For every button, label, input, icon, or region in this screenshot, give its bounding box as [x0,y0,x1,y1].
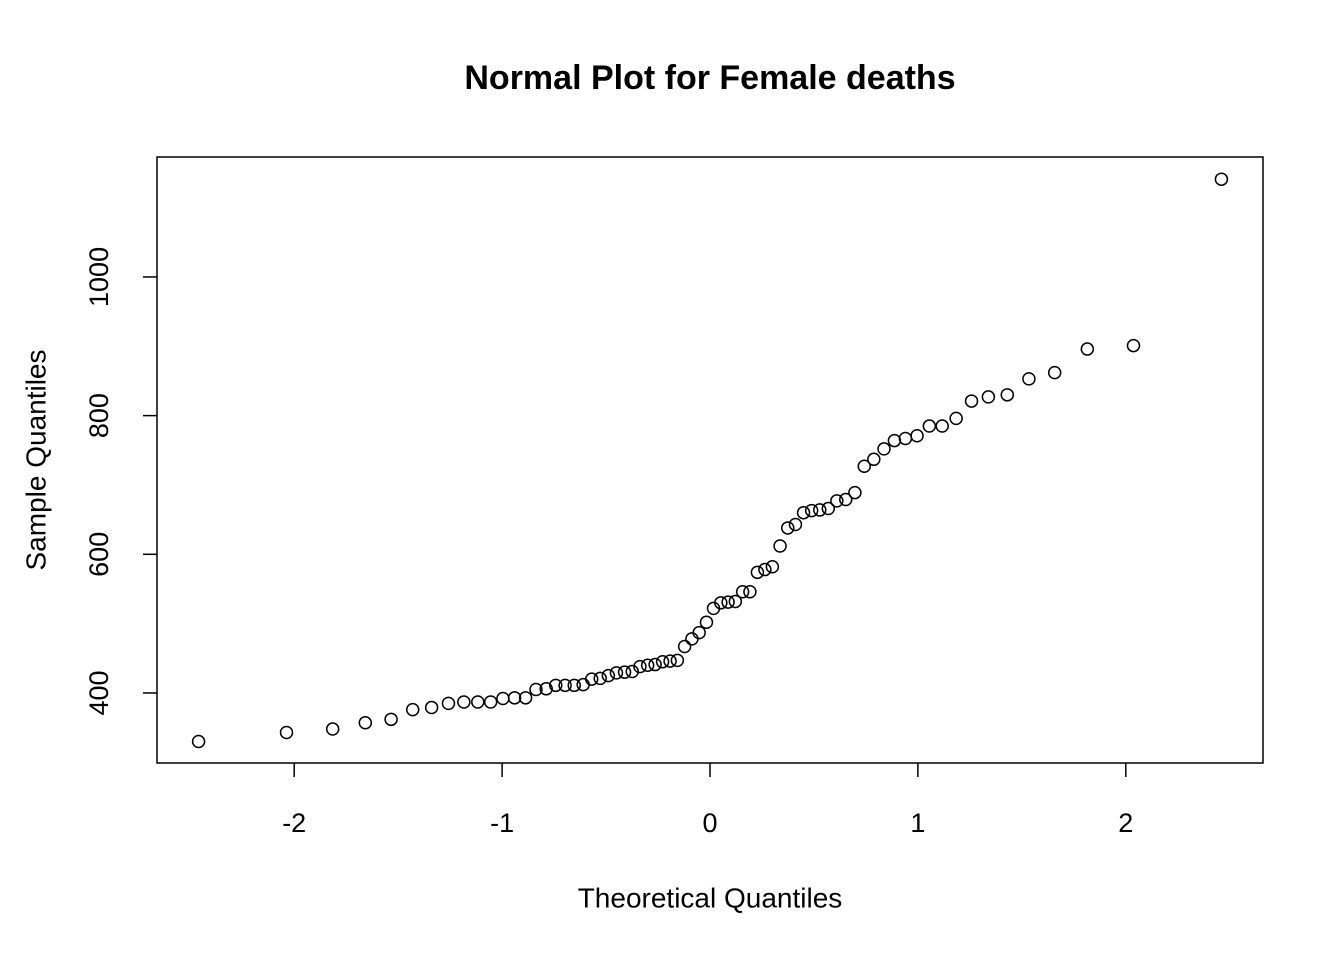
point [750,565,765,580]
point [735,584,750,599]
point [424,700,439,715]
chart-title: Normal Plot for Female deaths [464,59,955,97]
point [539,682,553,696]
point [692,625,706,640]
point [773,539,787,553]
point [358,716,373,730]
point [633,659,647,674]
point [471,695,485,709]
point [617,665,632,679]
point [441,696,456,711]
point [813,503,827,517]
point [821,501,836,516]
point [457,695,471,709]
point [796,505,811,520]
point [558,678,572,693]
point [677,639,692,654]
point [663,654,677,668]
point [935,419,949,433]
point [670,653,685,668]
point [743,584,757,599]
point [384,712,398,727]
point [279,725,294,740]
point [804,503,819,518]
point [496,691,510,706]
point [518,691,533,705]
point [788,517,803,532]
point [714,596,728,610]
point [728,594,743,609]
point [887,433,902,448]
point [830,494,844,508]
point [781,521,795,535]
point [648,657,662,672]
point [877,442,891,456]
x-tick-label: 0 [702,808,717,838]
point [949,411,963,426]
point [601,668,616,683]
point [1080,342,1095,356]
x-tick-label: -2 [282,808,306,838]
point [576,677,590,692]
point [1022,372,1036,386]
point [922,419,937,433]
point [685,632,699,646]
point [191,734,206,749]
point [981,390,996,404]
point [1214,172,1229,186]
point [1047,365,1062,380]
point [625,664,639,679]
y-tick-label: 600 [84,532,114,577]
point [964,394,979,408]
point [593,671,607,686]
point [721,595,735,609]
point [758,562,772,577]
point [867,452,881,467]
point [848,485,862,500]
point [640,658,655,672]
x-tick-label: -1 [490,808,514,838]
y-tick-label: 800 [84,393,114,438]
point [839,492,853,507]
point [548,678,563,693]
point [609,666,624,680]
y-tick-label: 1000 [84,247,114,307]
point [405,702,420,717]
point [507,691,522,705]
x-tick-label: 1 [910,808,925,838]
x-tick-label: 2 [1118,808,1133,838]
point [325,722,340,736]
y-axis-label: Sample Quantiles [20,349,51,570]
point [910,428,924,443]
plot-frame [156,156,1264,764]
point [857,459,872,473]
point [567,678,581,693]
point [1126,338,1141,353]
point [765,560,780,574]
point [584,672,599,686]
x-axis-label: Theoretical Quantiles [578,882,843,913]
y-tick-label: 400 [84,670,114,715]
point [483,695,498,709]
point [529,682,543,697]
point [655,655,670,669]
point [1000,388,1015,402]
point [699,615,714,629]
point [898,431,913,446]
